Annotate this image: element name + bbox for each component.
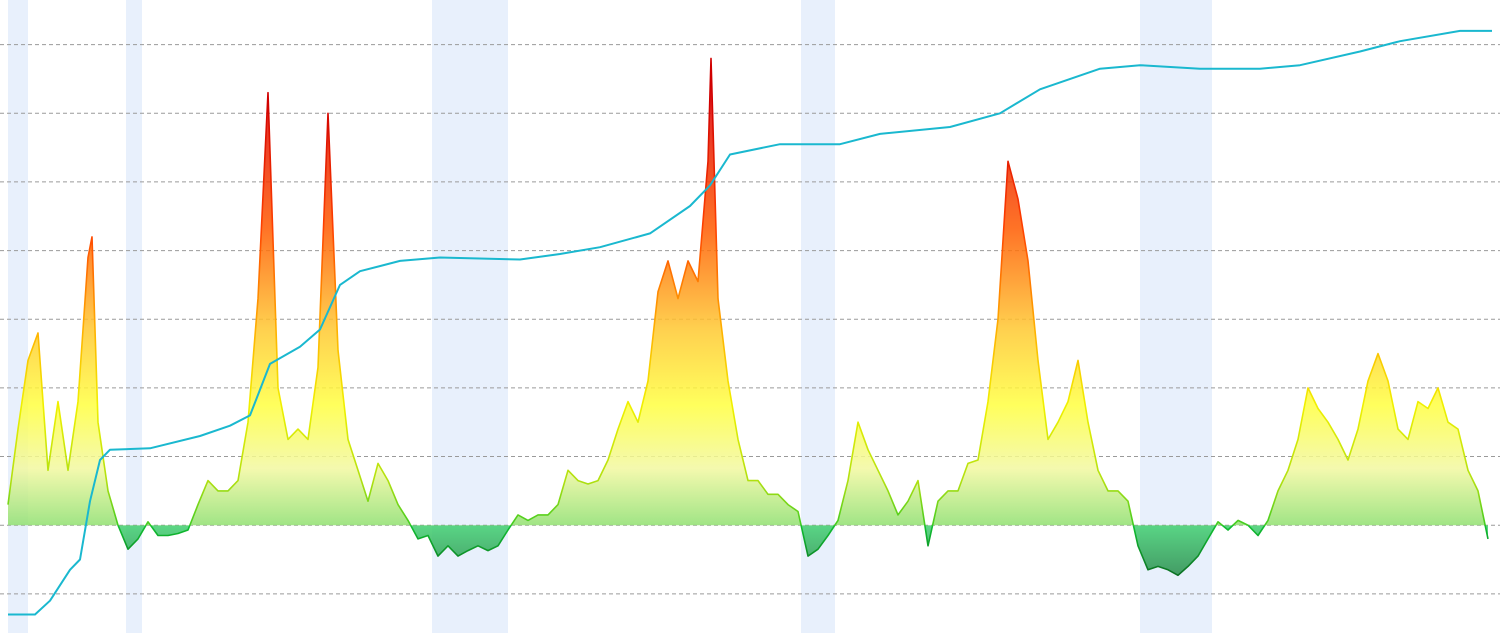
trend-line — [8, 29, 1492, 616]
oscillator-area — [8, 58, 1488, 576]
shaded-range — [8, 0, 28, 633]
shaded-range — [126, 0, 142, 633]
oscillator-line — [7, 57, 1489, 577]
